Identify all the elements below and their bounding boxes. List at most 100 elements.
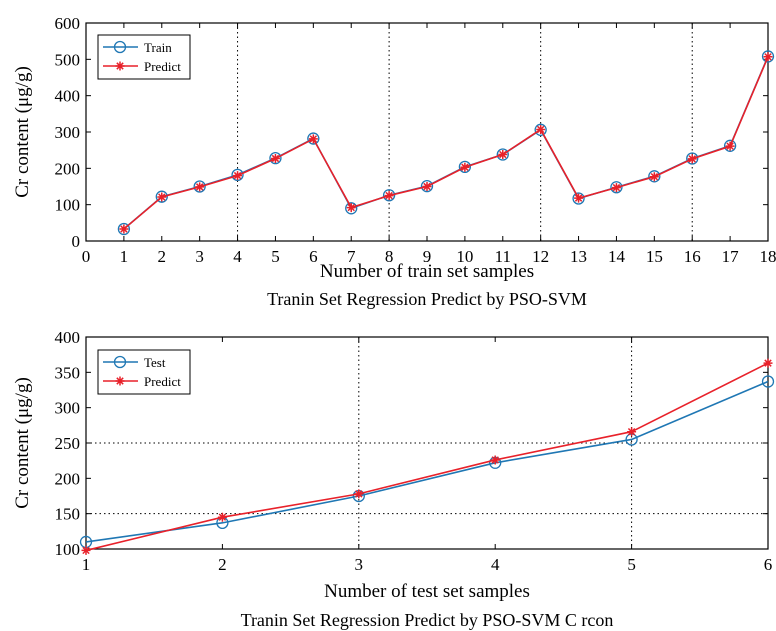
data-point xyxy=(382,189,396,202)
y-tick-label: 250 xyxy=(55,434,81,453)
y-tick-label: 200 xyxy=(55,469,81,488)
data-point xyxy=(308,134,318,144)
data-point xyxy=(420,179,434,193)
data-point xyxy=(422,182,432,191)
data-point xyxy=(725,141,735,151)
x-tick-label: 0 xyxy=(82,247,91,266)
data-point xyxy=(627,427,637,437)
y-tick-label: 100 xyxy=(55,196,81,215)
y-tick-label: 400 xyxy=(55,328,81,347)
legend-box xyxy=(97,34,191,80)
y-tick-label: 150 xyxy=(55,505,81,524)
x-tick-label: 4 xyxy=(233,247,242,266)
y-tick-label: 350 xyxy=(55,363,81,382)
legend-label: Predict xyxy=(144,374,181,389)
y-tick-label: 500 xyxy=(55,50,81,69)
x-tick-label: 14 xyxy=(608,247,626,266)
x-axis-label: Number of train set samples xyxy=(320,261,534,282)
data-point xyxy=(648,170,661,183)
data-point xyxy=(610,181,623,194)
x-tick-label: 11 xyxy=(495,247,511,266)
data-point xyxy=(345,202,358,215)
data-point xyxy=(534,123,547,136)
train-chart: 0 1 2 3 4 5 6 7 8 9 10 11 12 13 14 15 16 17 18010020030040… xyxy=(12,14,776,309)
data-point xyxy=(193,180,206,193)
y-tick-label: 300 xyxy=(55,123,81,142)
data-point xyxy=(155,190,168,203)
legend-label: Test xyxy=(144,355,166,370)
series-line-predict xyxy=(85,362,769,552)
data-point xyxy=(611,183,621,193)
data-point xyxy=(119,224,129,234)
data-point xyxy=(687,154,697,164)
data-point xyxy=(81,545,91,555)
y-tick-label: 200 xyxy=(55,159,81,178)
data-point xyxy=(460,162,470,172)
legend-marker xyxy=(115,61,125,71)
data-point xyxy=(763,52,773,62)
data-point xyxy=(217,512,227,522)
x-tick-label: 2 xyxy=(218,555,227,574)
series-line-predict xyxy=(123,56,769,230)
chart-title: Tranin Set Regression Predict by PSO-SVM xyxy=(267,289,587,309)
legend-marker xyxy=(115,376,125,386)
x-tick-label: 8 xyxy=(385,247,394,266)
x-tick-label: 10 xyxy=(456,247,473,266)
data-point xyxy=(490,455,500,465)
data-point xyxy=(761,375,775,388)
x-tick-label: 6 xyxy=(764,555,773,574)
x-tick-label: 6 xyxy=(309,247,318,266)
legend-box xyxy=(97,349,191,395)
y-tick-label: 100 xyxy=(55,540,81,559)
data-point xyxy=(117,222,131,236)
data-point xyxy=(496,148,509,161)
data-point xyxy=(233,171,243,181)
x-tick-label: 17 xyxy=(722,247,740,266)
x-tick-label: 16 xyxy=(684,247,701,266)
data-point xyxy=(574,193,584,203)
y-tick-label: 0 xyxy=(72,232,81,251)
data-point xyxy=(498,150,508,160)
data-point xyxy=(384,191,394,201)
legend-marker xyxy=(113,40,127,54)
x-tick-label: 3 xyxy=(195,247,204,266)
y-axis-label: Cr content (μg/g) xyxy=(12,377,33,509)
data-point xyxy=(761,50,775,63)
plot-area xyxy=(86,23,768,241)
y-axis-label: Cr content (μg/g) xyxy=(12,66,33,198)
data-point xyxy=(458,160,472,174)
x-tick-label: 5 xyxy=(271,247,280,266)
data-point xyxy=(157,192,167,202)
data-point xyxy=(195,182,205,192)
y-tick-label: 300 xyxy=(55,399,81,418)
data-point xyxy=(354,489,364,499)
x-tick-label: 12 xyxy=(532,247,549,266)
x-tick-label: 2 xyxy=(158,247,167,266)
y-tick-label: 400 xyxy=(55,87,81,106)
x-axis-label: Number of test set samples xyxy=(324,581,530,602)
x-tick-label: 1 xyxy=(120,247,129,266)
data-point xyxy=(763,358,773,368)
x-tick-label: 18 xyxy=(760,247,776,266)
x-tick-label: 1 xyxy=(82,555,91,574)
test-chart: 1 2 3 4 5 6 100 150 200 250 300 350 400 Test Predict Cr… xyxy=(12,328,775,630)
series-line-test xyxy=(85,380,769,543)
x-tick-label: 7 xyxy=(347,247,356,266)
data-point xyxy=(346,203,356,213)
y-tick-label: 600 xyxy=(55,14,81,33)
x-tick-label: 9 xyxy=(423,247,432,266)
legend-label: Predict xyxy=(144,59,181,74)
data-point xyxy=(649,172,659,182)
x-tick-label: 3 xyxy=(355,555,364,574)
axes-frame xyxy=(85,22,769,242)
data-point xyxy=(686,152,699,165)
x-tick-label: 13 xyxy=(570,247,587,266)
chart-title: Tranin Set Regression Predict by PSO-SVM… xyxy=(241,610,614,630)
data-point xyxy=(572,192,585,205)
data-point xyxy=(269,152,282,165)
data-point xyxy=(307,132,320,145)
axes-frame xyxy=(85,336,769,550)
data-point xyxy=(723,139,737,152)
x-tick-label: 4 xyxy=(491,555,500,574)
